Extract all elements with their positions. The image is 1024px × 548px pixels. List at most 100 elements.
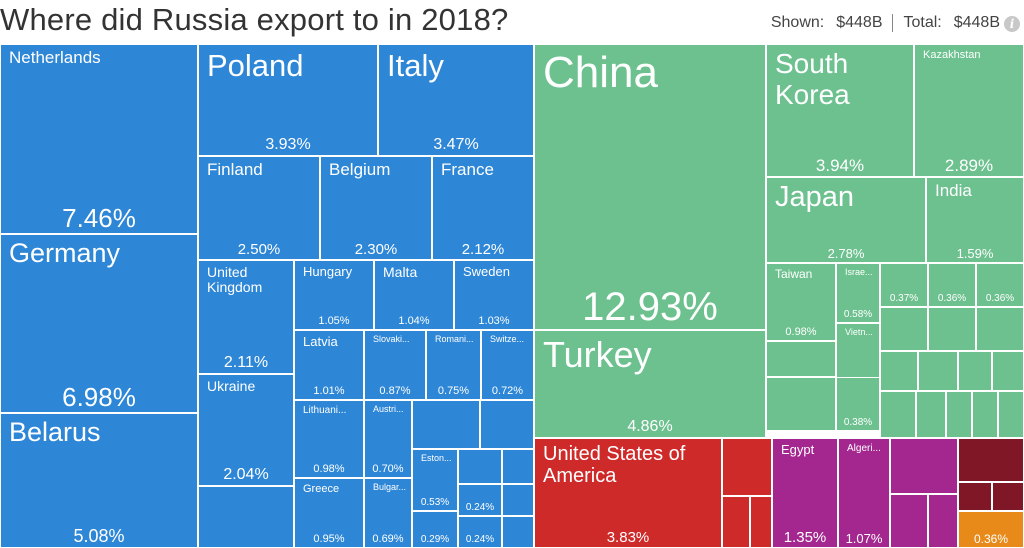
treemap-tile[interactable]: 0.24% bbox=[458, 484, 502, 516]
treemap-tile-minor[interactable] bbox=[722, 496, 750, 548]
tile-country-label: Eston... bbox=[421, 453, 452, 463]
treemap-tile[interactable]: France 2.12% bbox=[432, 156, 534, 260]
treemap-tile-minor[interactable] bbox=[766, 377, 836, 431]
tile-country-label: Japan bbox=[775, 181, 855, 213]
treemap-tile[interactable]: Switze... 0.72% bbox=[481, 330, 534, 400]
tile-percent-label: 1.05% bbox=[318, 315, 350, 327]
tile-percent-label: 0.36% bbox=[985, 293, 1015, 304]
treemap-tile[interactable]: Hungary 1.05% bbox=[294, 260, 374, 330]
treemap-tile[interactable]: Austri... 0.70% bbox=[364, 400, 412, 478]
treemap-tile[interactable]: Ukraine 2.04% bbox=[198, 374, 294, 486]
treemap-tile[interactable]: Kazakhstan 2.89% bbox=[914, 44, 1024, 177]
treemap-tile[interactable]: Romani... 0.75% bbox=[426, 330, 481, 400]
tile-percent-label: 0.24% bbox=[465, 534, 495, 545]
tile-country-label: United Kingdom bbox=[207, 264, 263, 296]
tile-country-label: Greece bbox=[303, 483, 340, 495]
tile-country-label: Belarus bbox=[9, 417, 101, 447]
treemap-tile-minor[interactable] bbox=[750, 496, 772, 548]
treemap-tile[interactable]: Malta 1.04% bbox=[374, 260, 454, 330]
treemap-tile[interactable]: Greece 0.95% bbox=[294, 478, 364, 548]
treemap-tile-minor[interactable] bbox=[958, 351, 992, 391]
treemap-tile[interactable]: China 12.93% bbox=[534, 44, 766, 330]
tile-percent-label: 1.59% bbox=[956, 246, 994, 261]
treemap-tile[interactable]: India 1.59% bbox=[926, 177, 1024, 263]
treemap-tile-minor[interactable] bbox=[766, 341, 836, 377]
tile-percent-label: 0.53% bbox=[420, 497, 450, 508]
treemap-tile-minor[interactable] bbox=[458, 449, 502, 484]
treemap-tile[interactable]: Latvia 1.01% bbox=[294, 330, 364, 400]
treemap-tile[interactable]: 0.36% bbox=[976, 263, 1024, 307]
treemap-tile[interactable]: 0.37% bbox=[880, 263, 928, 307]
treemap-tile[interactable]: 0.36% bbox=[928, 263, 976, 307]
tile-country-label: France bbox=[441, 160, 494, 179]
treemap-tile-minor[interactable] bbox=[480, 400, 534, 449]
treemap-tile[interactable]: Turkey 4.86% bbox=[534, 330, 766, 438]
tile-percent-label: 1.03% bbox=[478, 315, 510, 327]
tile-percent-label: 0.72% bbox=[491, 385, 524, 397]
treemap-tile-minor[interactable] bbox=[992, 482, 1024, 511]
treemap-tile[interactable]: Italy 3.47% bbox=[378, 44, 534, 156]
treemap-tile-minor[interactable] bbox=[928, 307, 976, 351]
tile-percent-label: 1.35% bbox=[783, 529, 827, 546]
treemap-tile[interactable]: 0.36% bbox=[958, 511, 1024, 548]
treemap-tile-minor[interactable] bbox=[722, 438, 772, 496]
treemap-tile[interactable]: Netherlands 7.46% bbox=[0, 44, 198, 234]
treemap-tile[interactable]: Israe... 0.58% bbox=[836, 263, 880, 323]
treemap-tile[interactable]: United Kingdom 2.11% bbox=[198, 260, 294, 374]
treemap-tile[interactable]: Finland 2.50% bbox=[198, 156, 320, 260]
treemap-tile[interactable]: Algeri... 1.07% bbox=[838, 438, 890, 548]
treemap-tile-minor[interactable] bbox=[958, 482, 992, 511]
treemap-tile-minor[interactable] bbox=[976, 307, 1024, 351]
treemap-tile-minor[interactable] bbox=[928, 494, 958, 548]
treemap-tile[interactable]: Belgium 2.30% bbox=[320, 156, 432, 260]
treemap-tile[interactable]: Taiwan 0.98% bbox=[766, 263, 836, 341]
tile-country-label: Malta bbox=[383, 264, 418, 280]
treemap-tile[interactable]: 0.29% bbox=[412, 511, 458, 548]
treemap-tile[interactable]: United States of America 3.83% bbox=[534, 438, 722, 548]
treemap-tile-minor[interactable] bbox=[412, 400, 480, 449]
treemap-tile-minor[interactable] bbox=[958, 438, 1024, 482]
treemap-tile-minor[interactable] bbox=[972, 391, 998, 438]
treemap-tile[interactable]: Slovaki... 0.87% bbox=[364, 330, 426, 400]
treemap-tile[interactable]: 0.24% bbox=[458, 516, 502, 548]
info-icon[interactable]: i bbox=[1004, 16, 1020, 32]
treemap-tile-minor[interactable] bbox=[502, 449, 534, 484]
tile-country-label: India bbox=[935, 181, 972, 200]
treemap-tile[interactable]: Bulgar... 0.69% bbox=[364, 478, 412, 548]
treemap-tile-minor[interactable] bbox=[198, 486, 294, 548]
tile-country-label: Kazakhstan bbox=[923, 49, 981, 61]
treemap-tile-minor[interactable] bbox=[880, 351, 918, 391]
tile-percent-label: 2.50% bbox=[237, 241, 281, 258]
treemap-tile-minor[interactable] bbox=[502, 516, 534, 548]
treemap-tile[interactable]: Germany 6.98% bbox=[0, 234, 198, 413]
tile-country-label: Egypt bbox=[781, 442, 815, 457]
tile-percent-label: 6.98% bbox=[62, 382, 136, 412]
treemap-tile[interactable]: Egypt 1.35% bbox=[772, 438, 838, 548]
treemap-tile-minor[interactable] bbox=[916, 391, 946, 438]
treemap-tile[interactable]: South Korea 3.94% bbox=[766, 44, 914, 177]
treemap-tile-minor[interactable] bbox=[918, 351, 958, 391]
treemap-tile[interactable]: Belarus 5.08% bbox=[0, 413, 198, 548]
treemap-tile-minor[interactable] bbox=[946, 391, 972, 438]
treemap-tile[interactable]: Eston... 0.53% bbox=[412, 449, 458, 511]
treemap-tile-minor[interactable] bbox=[880, 391, 916, 438]
tile-percent-label: 0.37% bbox=[889, 293, 919, 304]
tile-percent-label: 0.98% bbox=[313, 463, 345, 475]
treemap-tile-minor[interactable] bbox=[998, 391, 1024, 438]
tile-country-label: Latvia bbox=[303, 334, 338, 349]
tile-percent-label: 2.89% bbox=[944, 156, 994, 175]
treemap-tile-minor[interactable] bbox=[890, 494, 928, 548]
treemap-tile[interactable]: 0.38% bbox=[836, 377, 880, 431]
treemap-tile[interactable]: Sweden 1.03% bbox=[454, 260, 534, 330]
treemap-chart: Netherlands 7.46% Germany 6.98% Belarus 5.08%… bbox=[0, 44, 1024, 548]
treemap-tile-minor[interactable] bbox=[880, 307, 928, 351]
treemap-tile[interactable]: Lithuani... 0.98% bbox=[294, 400, 364, 478]
tile-percent-label: 3.94% bbox=[815, 156, 865, 175]
totals-bar: Shown: $448B Total: $448B bbox=[771, 14, 1000, 32]
tile-country-label: Sweden bbox=[463, 264, 510, 279]
treemap-tile-minor[interactable] bbox=[502, 484, 534, 516]
treemap-tile[interactable]: Japan 2.78% bbox=[766, 177, 926, 263]
treemap-tile[interactable]: Poland 3.93% bbox=[198, 44, 378, 156]
treemap-tile-minor[interactable] bbox=[890, 438, 958, 494]
treemap-tile-minor[interactable] bbox=[992, 351, 1024, 391]
